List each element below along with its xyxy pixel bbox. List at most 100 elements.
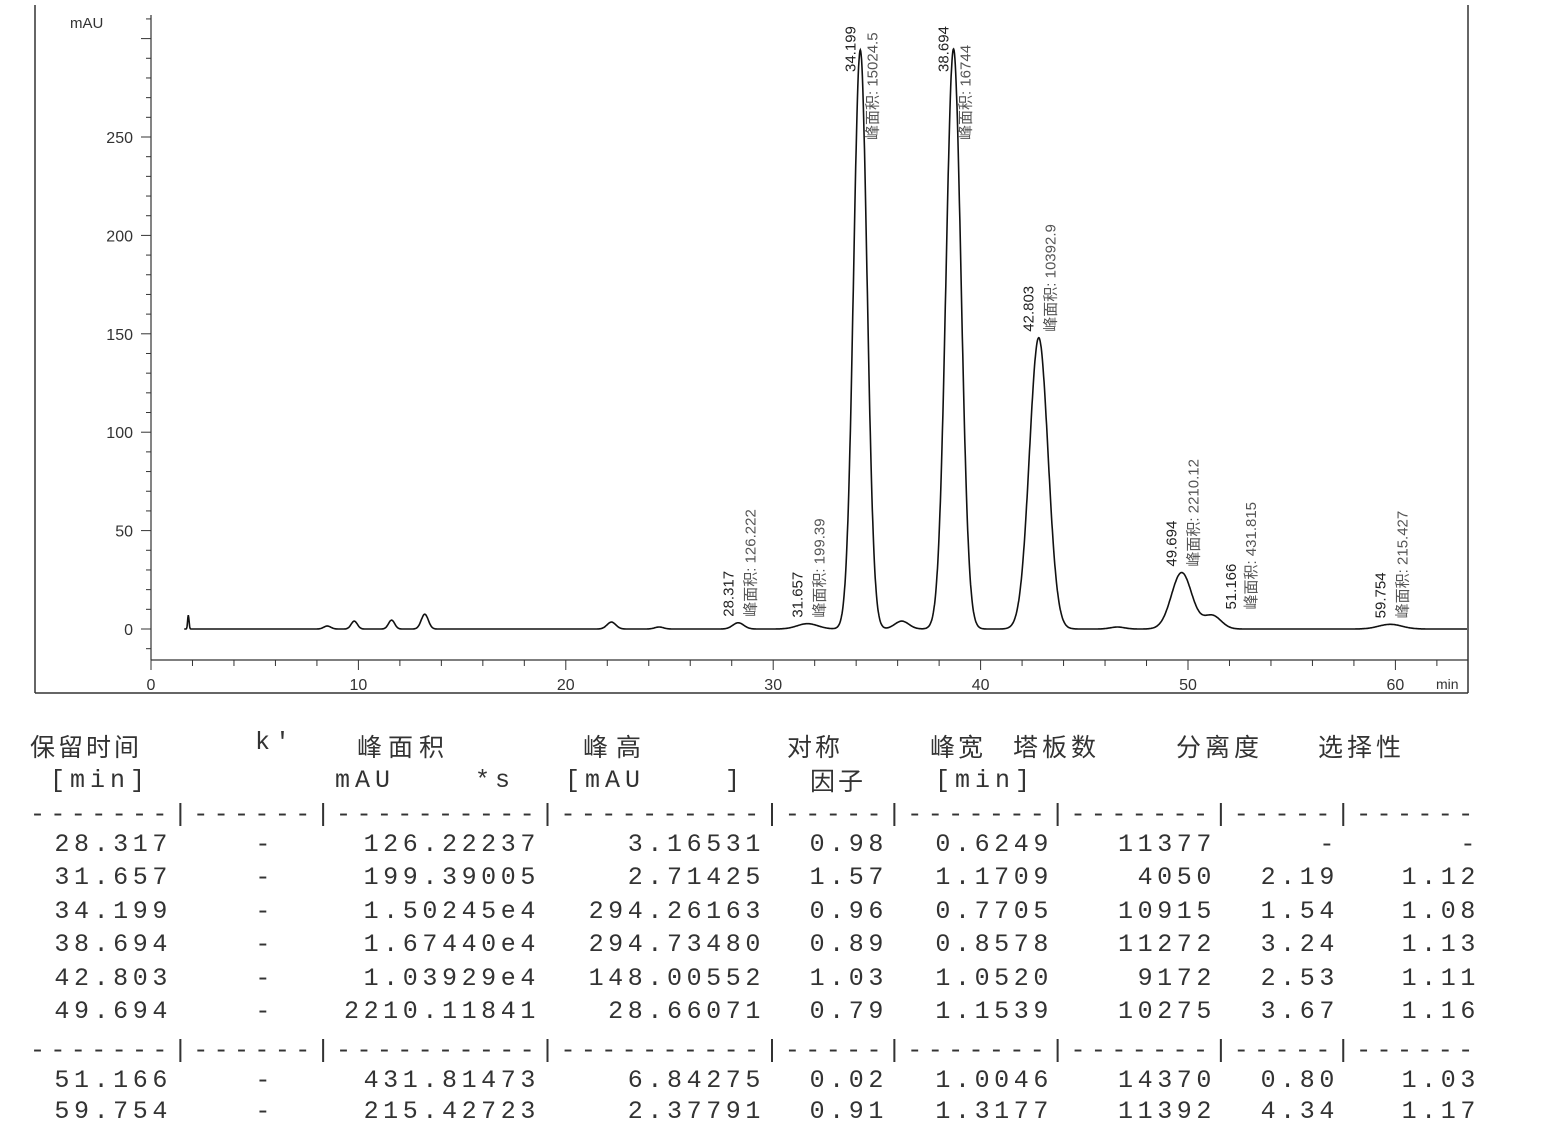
- header-selectivity: 选择性: [1318, 733, 1406, 762]
- peak-area-label: 峰面积: 16744: [958, 45, 975, 140]
- table-cell: -: [255, 896, 275, 926]
- table-cell: 2.53: [1260, 963, 1339, 993]
- peak-area-label: 峰面积: 431.815: [1243, 502, 1260, 610]
- table-cell: 3.67: [1260, 997, 1339, 1026]
- y-tick-label: 100: [106, 425, 133, 442]
- header-resolution: 分离度: [1176, 733, 1264, 762]
- table-cell: 0.7705: [935, 896, 1053, 926]
- table-cell: 1.11: [1401, 963, 1480, 993]
- table-cell: 0.79: [809, 997, 888, 1026]
- y-tick-label: 150: [106, 327, 133, 344]
- peak-area-label: 峰面积: 199.39: [812, 518, 829, 617]
- x-tick-label: 50: [1179, 677, 1197, 694]
- peak-rt-label: 49.694: [1164, 521, 1181, 567]
- peak-area-label: 峰面积: 2210.12: [1186, 459, 1203, 567]
- header-k: k': [255, 728, 296, 757]
- table-cell: 42.803: [54, 963, 172, 993]
- table-cell: 1.03: [809, 963, 888, 993]
- table-cell: 11272: [1117, 930, 1216, 960]
- table-cell: -: [255, 1097, 275, 1126]
- unit-width: [min]: [935, 766, 1036, 795]
- table-cell: 31.657: [54, 863, 172, 893]
- peak-rt-label: 42.803: [1021, 286, 1038, 332]
- table-cell: -: [255, 830, 275, 859]
- y-tick-label: 250: [106, 130, 133, 147]
- table-cell: 0.80: [1260, 1066, 1339, 1095]
- separator: -------|------|----------|----------|---…: [30, 1036, 1479, 1065]
- unit-rt: [min]: [50, 766, 151, 795]
- table-cell: 199.39005: [363, 863, 540, 893]
- table-cell: 148.00552: [588, 963, 765, 993]
- table-cell: 1.0520: [935, 963, 1053, 993]
- table-cell: 0.8578: [935, 930, 1053, 960]
- peak-rt-label: 34.199: [842, 26, 859, 72]
- table-cell: 1.57: [809, 863, 888, 893]
- table-cell: 1.17: [1401, 1097, 1480, 1126]
- peak-rt-label: 59.754: [1372, 572, 1389, 618]
- table-cell: 2210.11841: [343, 997, 540, 1026]
- table-cell: -: [255, 1066, 275, 1095]
- table-cell: 1.13: [1401, 930, 1480, 960]
- table-cell: -: [255, 997, 275, 1026]
- table-cell: 38.694: [54, 930, 172, 960]
- peak-area-label: 峰面积: 15024.5: [864, 32, 881, 140]
- x-tick-label: 10: [350, 677, 368, 694]
- table-cell: 2.71425: [627, 863, 765, 893]
- table-cell: -: [1460, 830, 1480, 859]
- table-cell: 28.317: [54, 830, 172, 859]
- table-cell: 0.6249: [935, 830, 1053, 859]
- table-cell: 1.1709: [935, 863, 1053, 893]
- peak-area-label: 峰面积: 215.427: [1394, 511, 1411, 619]
- header-width: 峰宽: [930, 733, 987, 762]
- table-cell: 10915: [1117, 896, 1216, 926]
- x-tick-label: 40: [972, 677, 990, 694]
- peak-area-label: 峰面积: 10392.9: [1043, 224, 1060, 332]
- table-cell: 431.81473: [363, 1066, 540, 1095]
- table-cell: 28.66071: [608, 997, 765, 1026]
- table-cell: 34.199: [54, 896, 172, 926]
- table-cell: 1.16: [1401, 997, 1480, 1026]
- table-cell: 294.73480: [588, 930, 765, 960]
- header-height: 峰高: [583, 733, 650, 762]
- table-cell: -: [255, 863, 275, 893]
- y-tick-label: 200: [106, 228, 133, 245]
- chromatogram-trace: [184, 47, 1467, 630]
- peak-rt-label: 51.166: [1223, 564, 1240, 610]
- table-cell: 49.694: [54, 997, 172, 1026]
- table-cell: 0.91: [809, 1097, 888, 1126]
- unit-area: mAU *s: [335, 766, 516, 795]
- table-cell: 0.02: [809, 1066, 888, 1095]
- separator: -------|------|----------|----------|---…: [30, 800, 1479, 829]
- peak-rt-label: 28.317: [720, 571, 737, 617]
- x-tick-label: 30: [764, 677, 782, 694]
- peak-rt-label: 38.694: [936, 26, 953, 72]
- table-cell: 1.50245e4: [363, 896, 540, 926]
- axes: 0 50 100 150 200 250 0 10 20 30 40 50 60: [106, 15, 1468, 694]
- table-cell: 14370: [1117, 1066, 1216, 1095]
- table-cell: 59.754: [54, 1097, 172, 1126]
- header-retention-time: 保留时间: [30, 733, 143, 762]
- table-cell: 4.34: [1260, 1097, 1339, 1126]
- table-cell: 11377: [1117, 830, 1216, 859]
- peak-area-label: 峰面积: 126.222: [742, 509, 759, 617]
- peak-labels: 28.317 峰面积: 126.222 31.657 峰面积: 199.39 34.19…: [720, 26, 1411, 618]
- table-cell: 51.166: [54, 1066, 172, 1095]
- chromatogram-chart: 0 50 100 150 200 250 0 10 20 30 40 50 60 mAU min 28.…: [34, 5, 1469, 694]
- table-cell: 3.24: [1260, 930, 1339, 960]
- table-cell: 1.1539: [935, 997, 1053, 1026]
- table-cell: 1.54: [1260, 896, 1339, 926]
- peak-rt-label: 31.657: [790, 572, 807, 618]
- table-cell: 1.03: [1401, 1066, 1480, 1095]
- table-cell: 215.42723: [363, 1097, 540, 1126]
- x-axis-label: min: [1436, 676, 1459, 692]
- table-cell: 2.37791: [627, 1097, 765, 1126]
- table-cell: 1.67440e4: [363, 930, 540, 960]
- table-cell: 1.3177: [935, 1097, 1053, 1126]
- table-cell: 11392: [1117, 1097, 1216, 1126]
- table-cell: 126.22237: [363, 830, 540, 859]
- peak-table: 保留时间 k' 峰面积 峰高 对称 峰宽 塔板数 分离度 选择性 [min] m…: [0, 700, 1546, 1144]
- table-cell: 294.26163: [588, 896, 765, 926]
- table-cell: 1.0046: [935, 1066, 1053, 1095]
- table-cell: 4050: [1137, 863, 1216, 893]
- header-area: 峰面积: [357, 733, 451, 762]
